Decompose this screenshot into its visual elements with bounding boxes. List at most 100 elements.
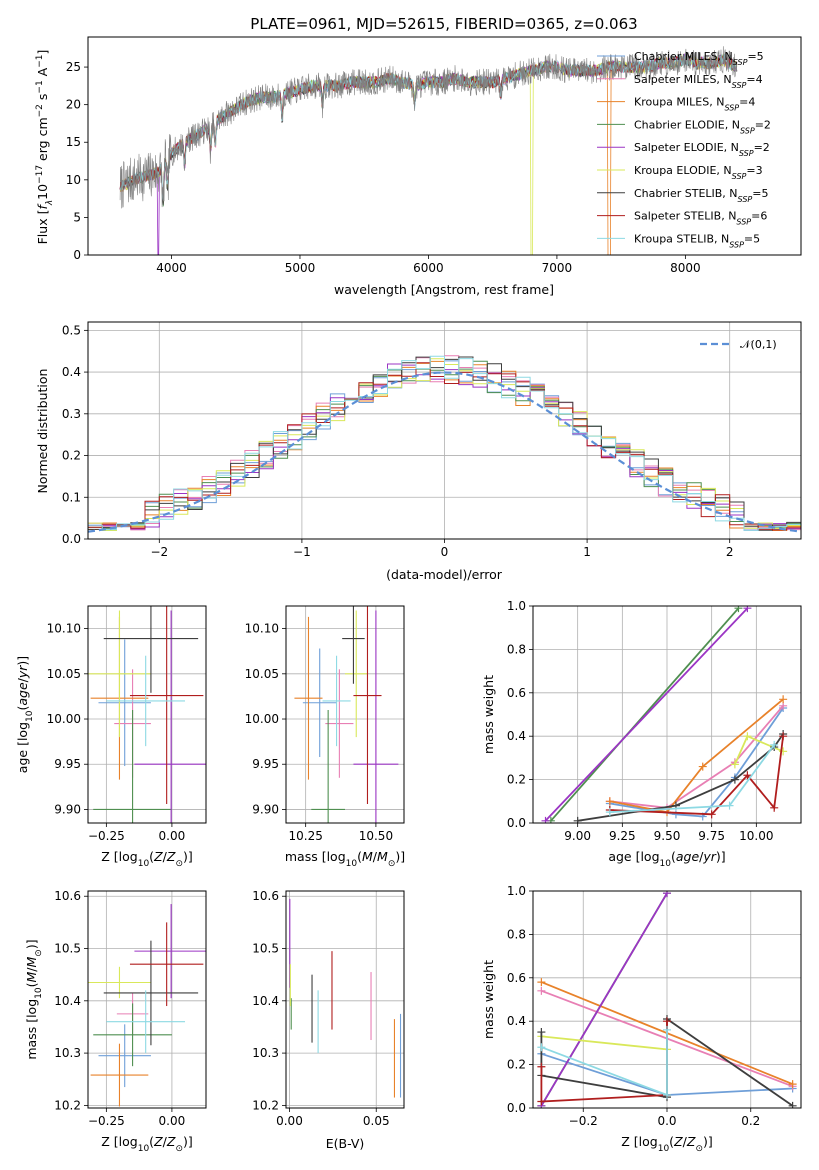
- y-tick-label: 5: [73, 210, 81, 224]
- errorbar-salpeter-elodie: [134, 904, 206, 999]
- y-tick-label: 25: [66, 60, 81, 74]
- y-tick-label: 10.00: [245, 712, 279, 726]
- x-axis-label: E(B-V): [326, 1136, 365, 1151]
- weight-marker: [605, 797, 614, 806]
- x-tick-label: 5000: [285, 261, 316, 275]
- weight-line: [541, 1029, 668, 1097]
- spectrum-panel: 4000 5000 6000 7000 8000 0 5 10 15 20 25 Chabrier M…: [35, 36, 802, 297]
- weight-line: [609, 705, 784, 809]
- weight-marker: [663, 1090, 671, 1099]
- y-tick-label: 0.5: [62, 323, 81, 337]
- y-tick-label: 10.05: [245, 667, 279, 681]
- x-axis-label: mass [log10(M/M⊙)]: [285, 849, 405, 869]
- weight-marker: [573, 816, 582, 823]
- y-tick-label: 0: [73, 248, 81, 262]
- errorbar-chabrier-elodie: [93, 709, 172, 823]
- x-axis-label: Z [log10(Z/Z⊙)]: [101, 849, 193, 869]
- legend-label-chabrier-miles: Chabrier MILES, NSSP=5: [634, 50, 764, 67]
- x-tick-label: −1: [293, 545, 311, 559]
- plot-area: [537, 891, 797, 1108]
- weight-marker: [698, 762, 707, 771]
- y-tick-label: 10.5: [252, 942, 279, 956]
- y-tick-label: 10.6: [54, 889, 81, 903]
- errorbar-salpeter-elodie: [134, 610, 206, 823]
- x-tick-label: 0.00: [159, 829, 186, 843]
- x-tick-label: 10.25: [288, 829, 322, 843]
- weight-marker: [541, 816, 550, 823]
- y-tick-label: 10.2: [54, 1098, 81, 1112]
- errorbar-salpeter-stelib: [129, 922, 204, 1007]
- weight-marker: [743, 771, 752, 780]
- errorbar-chabrier-miles: [302, 648, 337, 757]
- errorbar-kroupa-elodie: [88, 610, 151, 738]
- weight-line: [540, 892, 668, 1107]
- x-tick-label: 2: [726, 545, 734, 559]
- weight-marker: [671, 810, 680, 819]
- weight-series-salpeter-elodie: [537, 891, 671, 1108]
- x-tick-label: 0.0: [657, 1114, 676, 1128]
- weight-marker: [537, 1028, 546, 1037]
- weight-series-kroupa-elodie: [730, 732, 788, 769]
- x-tick-label: 9.50: [654, 829, 681, 843]
- weight-marker: [788, 1101, 797, 1108]
- weight-marker: [743, 606, 752, 613]
- errorbar-chabrier-elodie: [311, 709, 345, 823]
- x-tick-label: 10.50: [359, 829, 393, 843]
- y-axis-label: Flux [fλ10−17 erg cm−2 s−1 A−1]: [35, 50, 55, 245]
- weight-marker: [537, 1062, 546, 1071]
- x-tick-label: 10.00: [739, 829, 773, 843]
- y-tick-label: 0.6: [507, 971, 526, 985]
- y-tick-label: 10.2: [252, 1098, 279, 1112]
- y-tick-label: 0.8: [507, 927, 526, 941]
- histogram-kroupa-stelib: [88, 355, 801, 531]
- errorbar-kroupa-stelib: [106, 655, 186, 747]
- weight-marker: [537, 978, 546, 987]
- weight-line: [609, 698, 784, 814]
- x-axis-label: Z [log10(Z/Z⊙)]: [101, 1134, 193, 1154]
- weight-vs-metallicity-panel: −0.2 0.0 0.2 0.0 0.2 0.4 0.6 0.8 1.0 Z [log10(Z/Z…: [481, 884, 802, 1154]
- x-axis-label: Z [log10(Z/Z⊙)]: [621, 1134, 713, 1154]
- histogram-salpeter-stelib: [88, 362, 801, 531]
- errorbar-chabrier-elodie: [93, 1003, 172, 1067]
- x-tick-label: 9.00: [564, 829, 591, 843]
- errorbar-chabrier-stelib: [342, 606, 365, 684]
- y-axis-label: mass weight: [481, 960, 496, 1039]
- weight-series-chabrier-stelib: [573, 730, 788, 823]
- y-tick-label: 10.05: [47, 667, 81, 681]
- weight-marker: [663, 891, 671, 898]
- weight-series-chabrier-miles: [605, 703, 788, 821]
- y-tick-label: 0.4: [507, 1014, 526, 1028]
- y-axis-label: Normed distribution: [35, 369, 50, 494]
- y-tick-label: 0.3: [62, 407, 81, 421]
- x-tick-label: 0.2: [741, 1114, 760, 1128]
- weight-marker: [537, 1097, 546, 1106]
- plot-area: [289, 898, 402, 1098]
- x-tick-label: 1: [583, 545, 591, 559]
- y-tick-label: 9.90: [54, 802, 81, 816]
- weight-marker: [743, 732, 752, 741]
- errorbar-chabrier-miles: [98, 639, 151, 767]
- spectrum-legend: Chabrier MILES, NSSP=5 Salpeter MILES, NS…: [597, 50, 771, 249]
- y-tick-label: 0.1: [62, 490, 81, 504]
- y-tick-label: 10.3: [54, 1046, 81, 1060]
- weight-series-kroupa-miles: [605, 695, 788, 817]
- y-tick-label: 10.10: [245, 622, 279, 636]
- legend-label-kroupa-miles: Kroupa MILES, NSSP=4: [634, 96, 755, 113]
- x-tick-label: 0.05: [363, 1114, 390, 1128]
- weight-line: [550, 607, 740, 822]
- legend-label-salpeter-miles: Salpeter MILES, NSSP=4: [634, 73, 763, 90]
- y-tick-label: 0.8: [507, 642, 526, 656]
- mass-vs-metallicity-panel: −0.25 0.00 10.2 10.3 10.4 10.5 10.6 Z [log10(Z/…: [24, 889, 207, 1154]
- axes-frame: [285, 890, 405, 1109]
- errorbar-salpeter-stelib: [129, 606, 204, 805]
- x-tick-label: 9.75: [698, 829, 725, 843]
- weight-marker: [537, 986, 546, 995]
- figure-title: PLATE=0961, MJD=52615, FIBERID=0365, z=0…: [250, 15, 637, 33]
- errorbar-kroupa-miles: [90, 1043, 149, 1107]
- y-tick-label: 15: [66, 135, 81, 149]
- legend-label-salpeter-elodie: Salpeter ELODIE, NSSP=2: [634, 141, 770, 158]
- y-tick-label: 10.5: [54, 942, 81, 956]
- legend-label-salpeter-stelib: Salpeter STELIB, NSSP=6: [634, 210, 767, 227]
- x-tick-label: 7000: [542, 261, 573, 275]
- y-tick-label: 0.6: [507, 686, 526, 700]
